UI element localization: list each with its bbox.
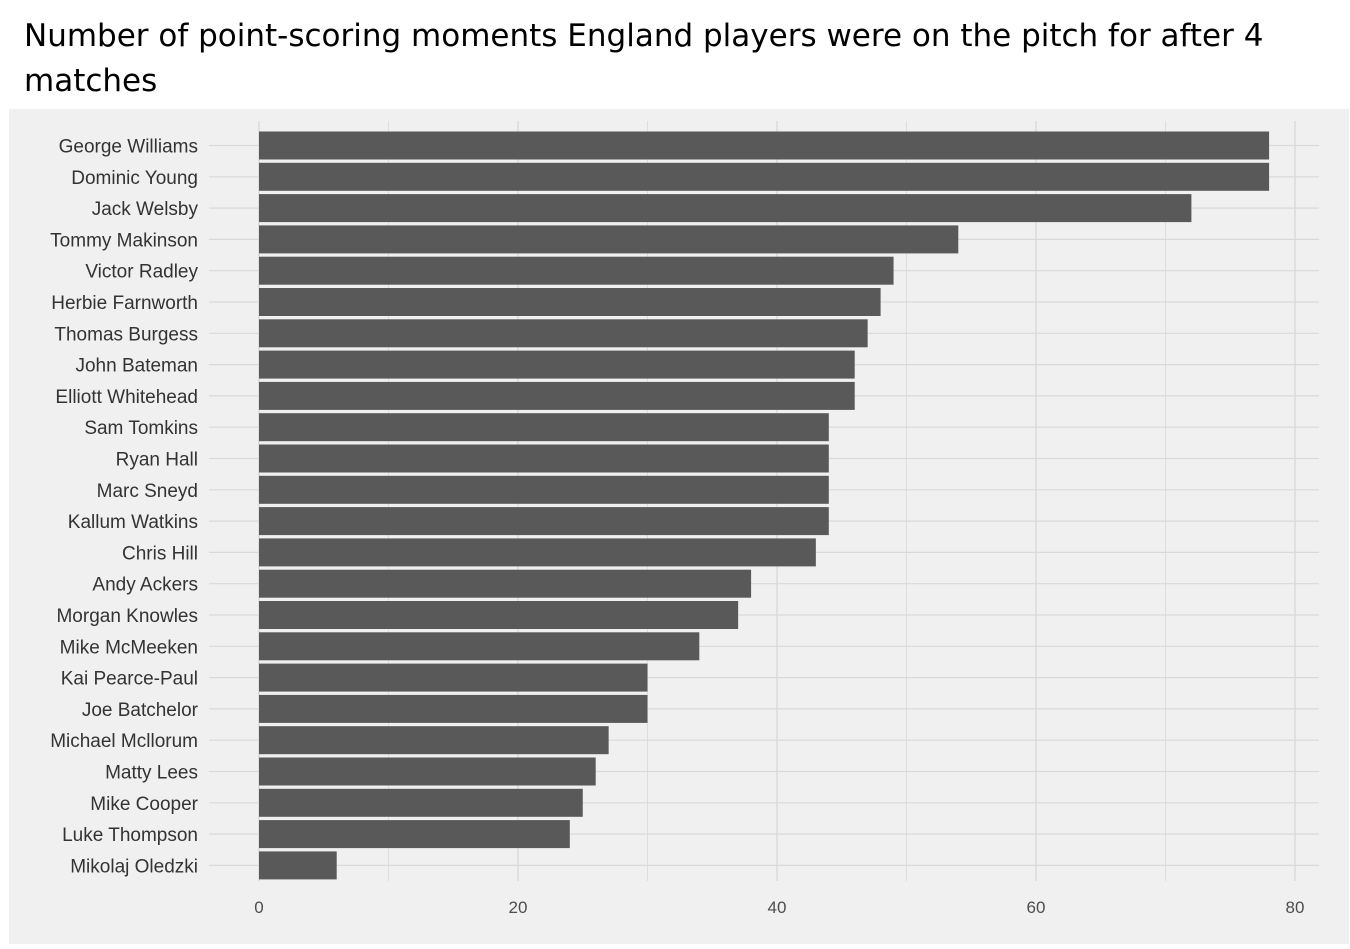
y-tick-label: Chris Hill (122, 543, 198, 564)
bar-chart: George Williams Dominic Young Jack Welsby T… (50, 121, 1319, 917)
y-axis-labels: George Williams Dominic Young Jack Welsby T… (50, 137, 198, 878)
bar (259, 601, 739, 629)
x-tick-label: 60 (1027, 898, 1046, 917)
y-tick-label: Kallum Watkins (68, 512, 198, 533)
y-tick-label: Mikolaj Oledzki (70, 856, 198, 877)
y-tick-label: Morgan Knowles (56, 606, 198, 627)
bar (259, 851, 337, 880)
y-tick-label: Sam Tomkins (84, 418, 198, 439)
y-tick-label: Matty Lees (105, 763, 198, 784)
bar (259, 475, 829, 504)
bar (259, 131, 1270, 160)
y-tick-label: Mike Cooper (90, 794, 198, 815)
y-tick-label: Herbie Farnworth (51, 293, 198, 314)
y-tick-label: Marc Sneyd (97, 481, 198, 502)
bar (259, 162, 1270, 191)
y-tick-label: Dominic Young (71, 168, 198, 189)
bar (259, 256, 894, 285)
bar (259, 820, 570, 849)
x-tick-label: 0 (254, 898, 263, 917)
bar (259, 350, 855, 379)
bar (259, 726, 609, 755)
bar (259, 757, 596, 786)
bar (259, 632, 700, 661)
y-tick-label: Joe Batchelor (82, 700, 199, 721)
bar (259, 381, 855, 410)
x-tick-label: 40 (768, 898, 787, 917)
x-tick-label: 80 (1286, 898, 1305, 917)
bar (259, 319, 868, 348)
bar (259, 225, 959, 254)
bar (259, 663, 648, 692)
y-tick-label: Ryan Hall (116, 450, 198, 471)
y-tick-label: Mike McMeeken (60, 637, 198, 658)
y-tick-label: Tommy Makinson (50, 230, 198, 251)
y-tick-label: Elliott Whitehead (55, 387, 198, 408)
bar (259, 288, 881, 316)
bar (259, 788, 583, 817)
y-tick-label: Victor Radley (85, 262, 198, 283)
plot-panel: George Williams Dominic Young Jack Welsby T… (9, 109, 1349, 944)
bar (259, 694, 648, 723)
chart-title: Number of point-scoring moments England … (24, 18, 1264, 99)
bar (259, 507, 829, 536)
bar (259, 538, 816, 567)
bar (259, 444, 829, 473)
y-tick-label: George Williams (59, 137, 198, 158)
bar (259, 413, 829, 442)
y-tick-label: Michael Mcllorum (50, 731, 198, 752)
y-tick-label: Andy Ackers (92, 575, 198, 596)
x-axis-ticks: 0 20 40 60 80 (254, 898, 1304, 917)
y-tick-label: Luke Thompson (62, 825, 198, 846)
bar (259, 194, 1192, 223)
y-tick-label: Thomas Burgess (54, 324, 198, 345)
y-tick-label: Kai Pearce-Paul (61, 669, 198, 690)
bars (259, 131, 1270, 880)
x-tick-label: 20 (509, 898, 528, 917)
bar (259, 569, 752, 598)
y-tick-label: John Bateman (75, 356, 198, 377)
y-tick-label: Jack Welsby (92, 199, 199, 220)
